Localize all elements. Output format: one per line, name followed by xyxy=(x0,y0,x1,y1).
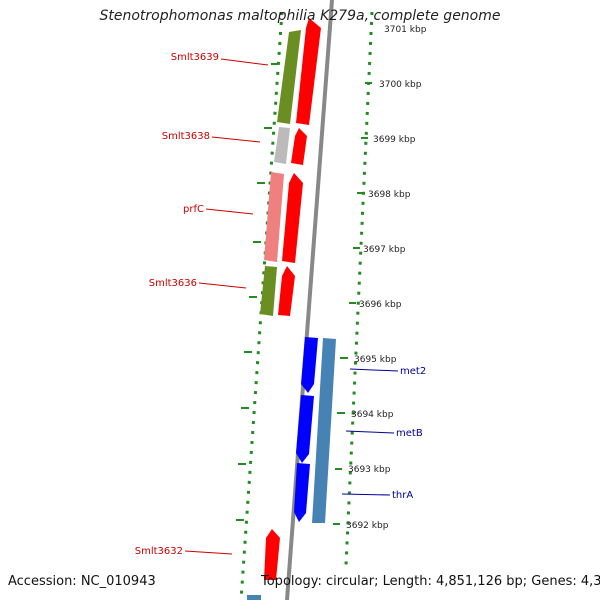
gene-label-smlt3636: Smlt3636 xyxy=(149,278,197,289)
left-gene-labels: Smlt3639 Smlt3638 prfC Smlt3636 Smlt3632 xyxy=(135,52,269,557)
gc-ridge-right xyxy=(333,82,372,525)
gene-arrow-met2[interactable] xyxy=(301,337,318,393)
gene-arrow-smlt3639[interactable] xyxy=(296,18,321,125)
cog-bar-smlt3639 xyxy=(277,30,301,124)
gene-arrow-smlt3632[interactable] xyxy=(264,529,280,580)
tick-label: 3694 kbp xyxy=(351,410,394,420)
right-gene-labels: met2 metB thrA xyxy=(341,366,426,501)
cog-bar-prfc xyxy=(264,172,284,262)
gc-ridge xyxy=(236,63,278,521)
tick-label: 3692 kbp xyxy=(346,521,389,531)
tick-label: 3696 kbp xyxy=(359,300,402,310)
gc-track-left xyxy=(239,11,284,600)
tick-label: 3699 kbp xyxy=(373,135,416,145)
tick-label: 3697 kbp xyxy=(363,245,406,255)
cog-bar-smlt3636 xyxy=(260,266,277,316)
gene-arrow-prfc[interactable] xyxy=(282,173,303,263)
gc-track-right xyxy=(344,11,374,566)
tick-label: 3698 kbp xyxy=(368,190,411,200)
gene-label-met2: met2 xyxy=(400,366,426,377)
map-title: Stenotrophomonas maltophilia K279a, comp… xyxy=(99,8,501,24)
gene-arrow-metb[interactable] xyxy=(296,395,314,463)
gene-label-prfc: prfC xyxy=(183,204,204,215)
tick-label: 3695 kbp xyxy=(354,355,397,365)
tick-label: 3693 kbp xyxy=(348,465,391,475)
cog-bar-forward xyxy=(312,338,336,523)
tick-labels: 3701 kbp 3700 kbp 3699 kbp 3698 kbp 3697… xyxy=(346,25,427,531)
gene-arrow-smlt3636[interactable] xyxy=(278,266,295,316)
gene-partial xyxy=(247,595,261,600)
accession-text: Accession: NC_010943 xyxy=(8,574,156,589)
gene-label-metb: metB xyxy=(396,428,423,439)
backbone xyxy=(285,0,334,600)
gene-label-smlt3639: Smlt3639 xyxy=(171,52,219,63)
gene-label-thra: thrA xyxy=(392,490,413,501)
gene-arrow-smlt3638[interactable] xyxy=(291,128,307,165)
tick-label: 3701 kbp xyxy=(384,25,427,35)
gene-arrow-thra[interactable] xyxy=(294,463,310,522)
topology-text: Topology: circular; Length: 4,851,126 bp… xyxy=(261,574,600,589)
gene-label-smlt3638: Smlt3638 xyxy=(162,131,210,142)
gene-label-smlt3632: Smlt3632 xyxy=(135,546,183,557)
cog-bar-smlt3638 xyxy=(274,127,290,164)
tick-label: 3700 kbp xyxy=(379,80,422,90)
